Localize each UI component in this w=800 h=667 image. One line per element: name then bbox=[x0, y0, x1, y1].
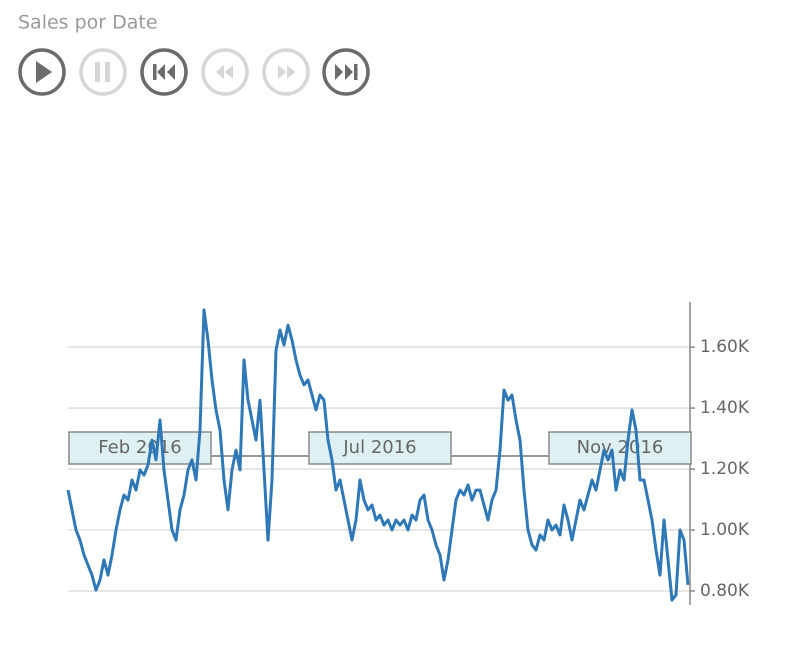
last-button[interactable] bbox=[322, 48, 370, 96]
x-tick-label: Feb 2016 bbox=[98, 437, 181, 458]
x-tick-label: Nov 2016 bbox=[577, 437, 664, 458]
pause-button[interactable] bbox=[79, 48, 127, 96]
data-line bbox=[66, 308, 690, 602]
play-controls bbox=[18, 48, 370, 96]
y-tick-label: 1.60K bbox=[700, 337, 750, 357]
time-label-box bbox=[68, 431, 212, 465]
rewind-button[interactable] bbox=[201, 48, 249, 96]
play-button[interactable] bbox=[18, 48, 66, 96]
y-tick-label: 1.00K bbox=[700, 520, 750, 540]
forward-button[interactable] bbox=[262, 48, 310, 96]
y-tick-label: 1.40K bbox=[700, 398, 750, 418]
y-tick-label: 0.80K bbox=[700, 581, 750, 601]
time-label-box bbox=[548, 431, 692, 465]
x-tick-label: Jul 2016 bbox=[342, 437, 416, 458]
chart-title: Sales por Date bbox=[18, 12, 158, 34]
first-button[interactable] bbox=[140, 48, 188, 96]
y-tick-label: 1.20K bbox=[700, 459, 750, 479]
